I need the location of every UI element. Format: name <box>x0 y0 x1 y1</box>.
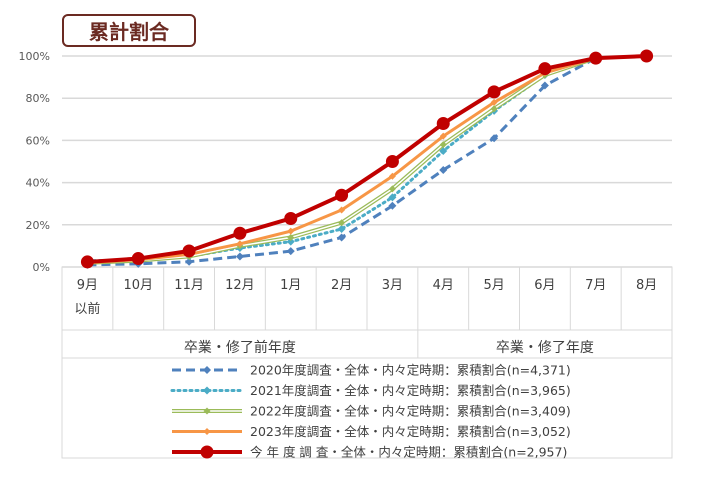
x-tick-label: 以前 <box>74 301 100 317</box>
legend-swatch-marker <box>203 407 211 415</box>
x-tick-label: 12月 <box>225 278 255 293</box>
legend-swatch-marker <box>200 445 214 459</box>
data-point <box>80 255 94 269</box>
legend-swatch-marker <box>203 366 211 374</box>
x-tick-label: 6月 <box>534 278 555 293</box>
legend-label: 2020年度調査・全体・内々定時期：累積割合(n=4,371) <box>250 363 571 378</box>
series-line-4 <box>87 54 647 264</box>
legend-swatch-marker <box>203 386 211 395</box>
data-point <box>185 257 194 266</box>
x-tick-label: 2月 <box>331 278 352 293</box>
data-point <box>338 219 346 227</box>
data-point <box>439 165 448 174</box>
data-point <box>439 132 447 140</box>
data-point <box>131 252 145 266</box>
data-point <box>286 247 295 256</box>
legend-label: 2023年度調査・全体・内々定時期：累積割合(n=3,052) <box>250 424 571 439</box>
data-point <box>182 244 196 258</box>
data-point <box>235 252 244 261</box>
data-point <box>589 51 603 65</box>
data-point <box>335 188 349 202</box>
data-point <box>385 155 399 168</box>
y-tick-label: 80% <box>26 92 50 105</box>
data-point <box>640 49 654 63</box>
data-point <box>490 134 499 143</box>
legend-swatch-marker <box>203 428 211 435</box>
data-point <box>388 185 396 193</box>
data-point <box>236 240 244 248</box>
data-point <box>233 226 247 240</box>
data-point <box>337 233 346 242</box>
legend-label: 2021年度調査・全体・内々定時期：累積割合(n=3,965) <box>250 383 571 398</box>
table-border <box>61 266 673 459</box>
x-tick-label: 10月 <box>123 278 153 293</box>
data-point <box>490 105 498 113</box>
data-point <box>388 172 396 180</box>
chart-title: 累計割合 <box>62 14 196 47</box>
y-tick-label: 60% <box>26 134 50 147</box>
y-tick-label: 100% <box>19 50 50 63</box>
data-point <box>284 211 298 225</box>
legend-label: 2022年度調査・全体・内々定時期：累積割合(n=3,409) <box>250 404 571 419</box>
data-point <box>487 85 501 99</box>
legend-label: 今 年 度 調 査・全体・内々定時期：累積割合(n=2,957) <box>250 445 567 460</box>
y-tick-label: 20% <box>26 219 50 232</box>
data-point <box>439 141 447 149</box>
x-tick-label: 11月 <box>174 278 204 293</box>
x-tick-label: 7月 <box>585 278 606 293</box>
data-point <box>388 193 397 202</box>
x-tick-label: 9月 <box>77 278 98 293</box>
data-point <box>388 201 397 210</box>
group-label: 卒業・修了年度 <box>496 340 594 356</box>
x-tick-label: 4月 <box>433 278 454 293</box>
y-tick-label: 40% <box>26 177 50 190</box>
data-point <box>338 206 346 214</box>
group-label: 卒業・修了前年度 <box>184 339 296 356</box>
data-point <box>540 81 549 90</box>
y-tick-label: 0% <box>33 261 50 274</box>
data-point <box>436 117 450 131</box>
data-point <box>490 98 498 106</box>
x-tick-label: 5月 <box>483 278 504 293</box>
data-point <box>538 62 552 76</box>
data-point <box>337 225 346 234</box>
x-tick-label: 3月 <box>382 278 403 293</box>
data-point <box>287 233 295 241</box>
data-point <box>287 227 295 235</box>
x-tick-label: 8月 <box>636 278 657 293</box>
x-tick-label: 1月 <box>280 278 301 293</box>
